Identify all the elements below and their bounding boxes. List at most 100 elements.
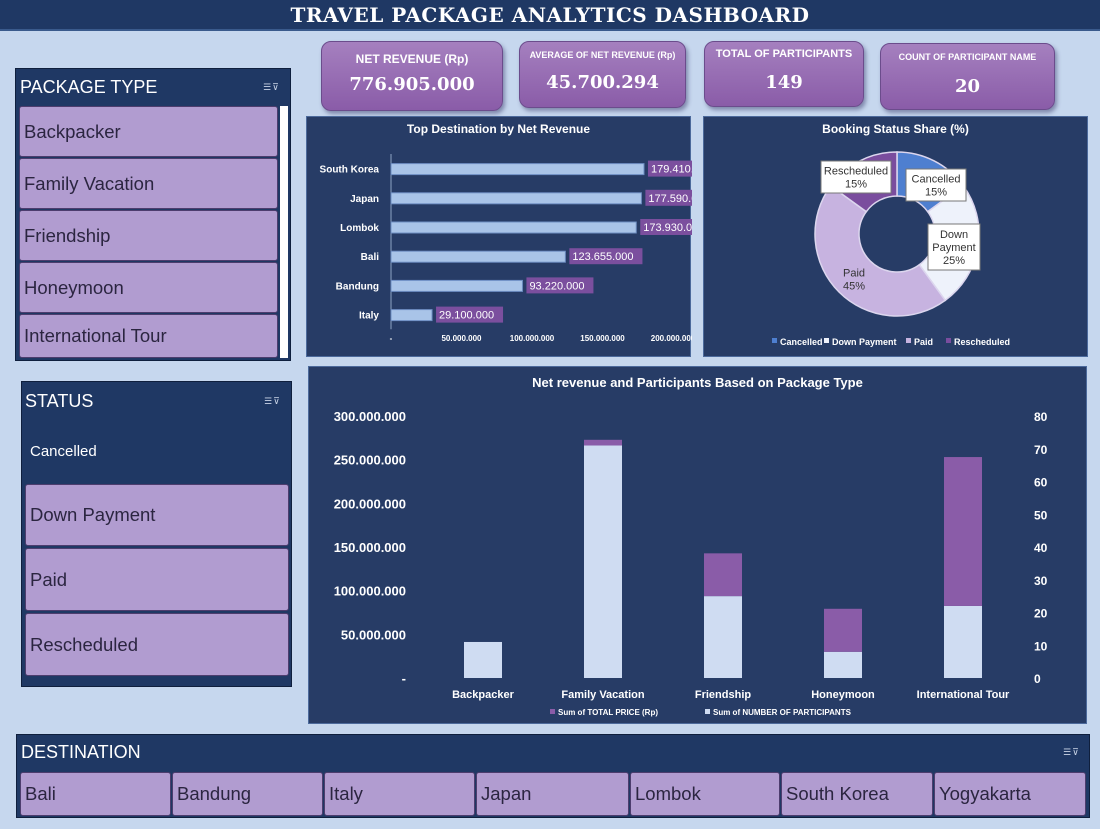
category-label: Honeymoon	[811, 689, 875, 701]
category-label: Backpacker	[452, 689, 514, 701]
kpi-label: TOTAL OF PARTICIPANTS	[715, 48, 853, 60]
slicer-item-south-korea[interactable]: South Korea	[781, 772, 933, 816]
x-tick-label: 50.000.000	[441, 334, 482, 343]
category-label: Friendship	[695, 689, 752, 701]
legend-swatch	[906, 338, 911, 343]
bar	[390, 250, 566, 263]
chart-title: Top Destination by Net Revenue	[406, 122, 591, 136]
slicer-item-bandung[interactable]: Bandung	[172, 772, 323, 816]
slicer-item-paid[interactable]: Paid	[25, 548, 289, 611]
data-label: 177.590.000	[648, 193, 692, 205]
legend-label: Rescheduled	[954, 337, 1010, 347]
kpi-label: AVERAGE OF NET REVENUE (Rp)	[529, 50, 676, 60]
left-axis-tick: 150.000.000	[334, 540, 406, 555]
slicer-item-honeymoon[interactable]: Honeymoon	[19, 262, 278, 313]
right-axis-tick: 40	[1034, 541, 1048, 555]
clear-filter-icon[interactable]: ⊽	[1072, 747, 1080, 757]
data-label: 123.655.000	[572, 251, 633, 263]
left-axis-tick: -	[402, 671, 406, 686]
kpi-value: 776.905.000	[349, 74, 475, 95]
bar	[390, 163, 645, 176]
slicer-tools: ☰⊽	[264, 396, 281, 407]
data-label-background	[647, 160, 692, 177]
legend-swatch	[824, 338, 829, 343]
slicer-item-international-tour[interactable]: International Tour	[19, 314, 278, 358]
category-label: Bandung	[336, 281, 379, 292]
bar	[390, 192, 642, 205]
kpi-value: 20	[954, 76, 981, 97]
x-tick-label: -	[390, 334, 393, 343]
slicer-tools: ☰⊽	[1063, 747, 1080, 758]
data-label-background	[640, 219, 692, 235]
slicer-item-friendship[interactable]: Friendship	[19, 210, 278, 261]
slicer-item-family-vacation[interactable]: Family Vacation	[19, 158, 278, 209]
slice-label: Cancelled	[912, 174, 961, 186]
destination-bar-chart: South Korea 179.410.000 Japan 177.590.000 Lo…	[320, 154, 692, 343]
data-label-background	[905, 168, 967, 202]
legend-swatch	[705, 709, 710, 714]
slice-label: Rescheduled	[824, 166, 888, 178]
bar	[390, 309, 433, 322]
slicer-item-italy[interactable]: Italy	[324, 772, 475, 816]
legend-label: Cancelled	[780, 337, 823, 347]
right-axis-tick: 20	[1034, 607, 1048, 621]
right-axis-tick: 30	[1034, 574, 1048, 588]
data-label: 173.930.000	[643, 222, 692, 234]
data-label-background	[645, 189, 692, 206]
slicer-item-cancelled[interactable]: Cancelled	[30, 443, 97, 460]
slice-label: 45%	[843, 281, 865, 293]
multi-select-icon[interactable]: ☰	[263, 82, 273, 92]
legend-label: Paid	[914, 337, 933, 347]
slicer-item-backpacker[interactable]: Backpacker	[19, 106, 278, 157]
right-axis-tick: 10	[1034, 639, 1048, 653]
data-label-background	[526, 277, 594, 294]
bar	[390, 279, 523, 292]
slicer-scrollbar[interactable]	[280, 106, 288, 358]
slicer-item-japan[interactable]: Japan	[476, 772, 629, 816]
slicer-item-yogyakarta[interactable]: Yogyakarta	[934, 772, 1086, 816]
x-tick-label: 150.000.000	[580, 334, 625, 343]
slice-label: 25%	[943, 255, 965, 267]
category-label: Lombok	[340, 223, 379, 234]
left-axis-tick: 100.000.000	[334, 584, 406, 599]
total-price-bar	[704, 553, 742, 597]
title-bar: TRAVEL PACKAGE ANALYTICS DASHBOARD	[0, 0, 1100, 31]
slice-label: Down	[940, 229, 968, 241]
revenue-participants-chart: Net revenue and Participants Based on Pa…	[308, 366, 1087, 724]
slicer-item-down-payment[interactable]: Down Payment	[25, 484, 289, 546]
kpi-value: 45.700.294	[546, 72, 659, 93]
kpi-count-participant-name: COUNT OF PARTICIPANT NAME 20	[880, 43, 1055, 110]
participants-bar	[584, 445, 622, 678]
right-axis-tick: 50	[1034, 508, 1048, 522]
destination-slicer: DESTINATION ☰⊽ Bali Bandung Italy Japan …	[16, 734, 1090, 818]
slicer-item-bali[interactable]: Bali	[20, 772, 171, 816]
data-label: 93.220.000	[529, 280, 584, 292]
multi-select-icon[interactable]: ☰	[264, 396, 274, 406]
package-type-slicer: PACKAGE TYPE ☰⊽ Backpacker Family Vacati…	[15, 68, 291, 361]
left-axis-tick: 50.000.000	[341, 627, 406, 642]
participants-bar	[464, 641, 502, 678]
clear-filter-icon[interactable]: ⊽	[272, 82, 280, 92]
booking-status-donut: Cancelled15%DownPayment25%Paid45%Resched…	[772, 151, 1010, 347]
kpi-net-revenue: NET REVENUE (Rp) 776.905.000	[321, 41, 503, 111]
participants-bar	[824, 651, 862, 678]
slicer-header: DESTINATION	[21, 742, 141, 762]
x-tick-label: 200.000.000	[651, 334, 692, 343]
right-axis-tick: 60	[1034, 476, 1048, 490]
multi-select-icon[interactable]: ☰	[1063, 747, 1073, 757]
slice-label: 15%	[845, 179, 867, 191]
category-label: Italy	[359, 311, 379, 322]
slicer-item-rescheduled[interactable]: Rescheduled	[25, 613, 289, 676]
slicer-item-lombok[interactable]: Lombok	[630, 772, 780, 816]
chart-title: Net revenue and Participants Based on Pa…	[532, 375, 863, 390]
total-price-bar	[824, 608, 862, 652]
category-label: International Tour	[917, 689, 1010, 701]
legend-swatch	[946, 338, 951, 343]
top-destination-chart: Top Destination by Net Revenue South Kor…	[306, 116, 692, 357]
data-label-background	[436, 306, 504, 323]
left-axis-tick: 300.000.000	[334, 409, 406, 424]
bar	[390, 221, 637, 234]
clear-filter-icon[interactable]: ⊽	[273, 396, 281, 406]
data-label-background	[569, 248, 643, 265]
data-label: 179.410.000	[651, 164, 692, 176]
